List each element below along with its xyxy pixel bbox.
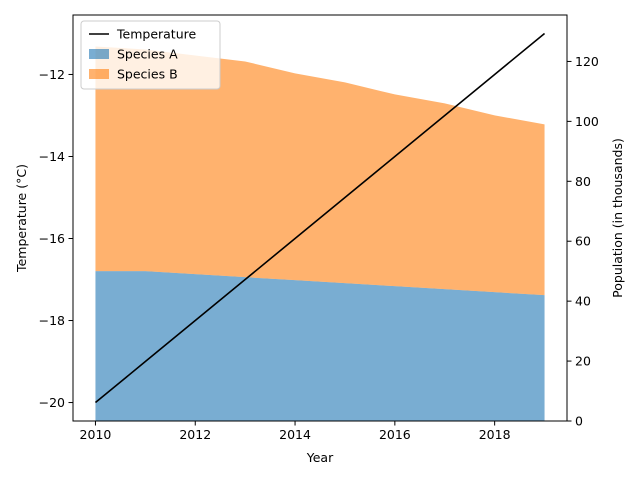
x-tick-label: 2010 [80,427,112,442]
plot-frame [72,14,568,422]
y-left-tick-label: −12 [39,67,65,82]
legend-box [80,20,221,90]
y-left-axis-label: Temperature (°C) [14,164,29,273]
temperature-line [94,32,546,404]
x-tick-label: 2016 [379,427,411,442]
y-right-tick-label: 40 [575,294,591,309]
y-right-tick-label: 60 [575,234,591,249]
y-left-tick-label: −20 [39,395,65,410]
area-species-b [95,46,545,296]
y-left-tick-label: −16 [39,231,65,246]
y-right-axis-label: Population (in thousands) [610,138,625,298]
y-right-tick-label: 0 [575,414,583,429]
x-tick-label: 2018 [479,427,511,442]
area-species-a [95,271,545,421]
legend-label-temperature: Temperature [116,27,196,42]
axes-layer: 2010 2012 2014 2016 2018 −20 −18 −16 −14 −12 0 20 40… [14,14,625,465]
line-layer [94,32,546,404]
y-right-tick-label: 20 [575,354,591,369]
x-tick-label: 2014 [279,427,311,442]
x-axis-label: Year [306,450,334,465]
y-left-tick-label: −18 [39,313,65,328]
legend-swatch-species-b [89,69,109,79]
y-right-tick-label: 120 [575,54,599,69]
y-right-tick-label: 80 [575,174,591,189]
legend: Temperature Species A Species B [80,20,221,90]
y-right-tick-label: 100 [575,114,599,129]
legend-label-species-b: Species B [117,67,178,82]
legend-swatch-species-a [89,49,109,59]
area-layer [95,46,545,421]
y-left-tick-label: −14 [39,149,65,164]
legend-label-species-a: Species A [117,47,178,62]
x-tick-label: 2012 [179,427,211,442]
